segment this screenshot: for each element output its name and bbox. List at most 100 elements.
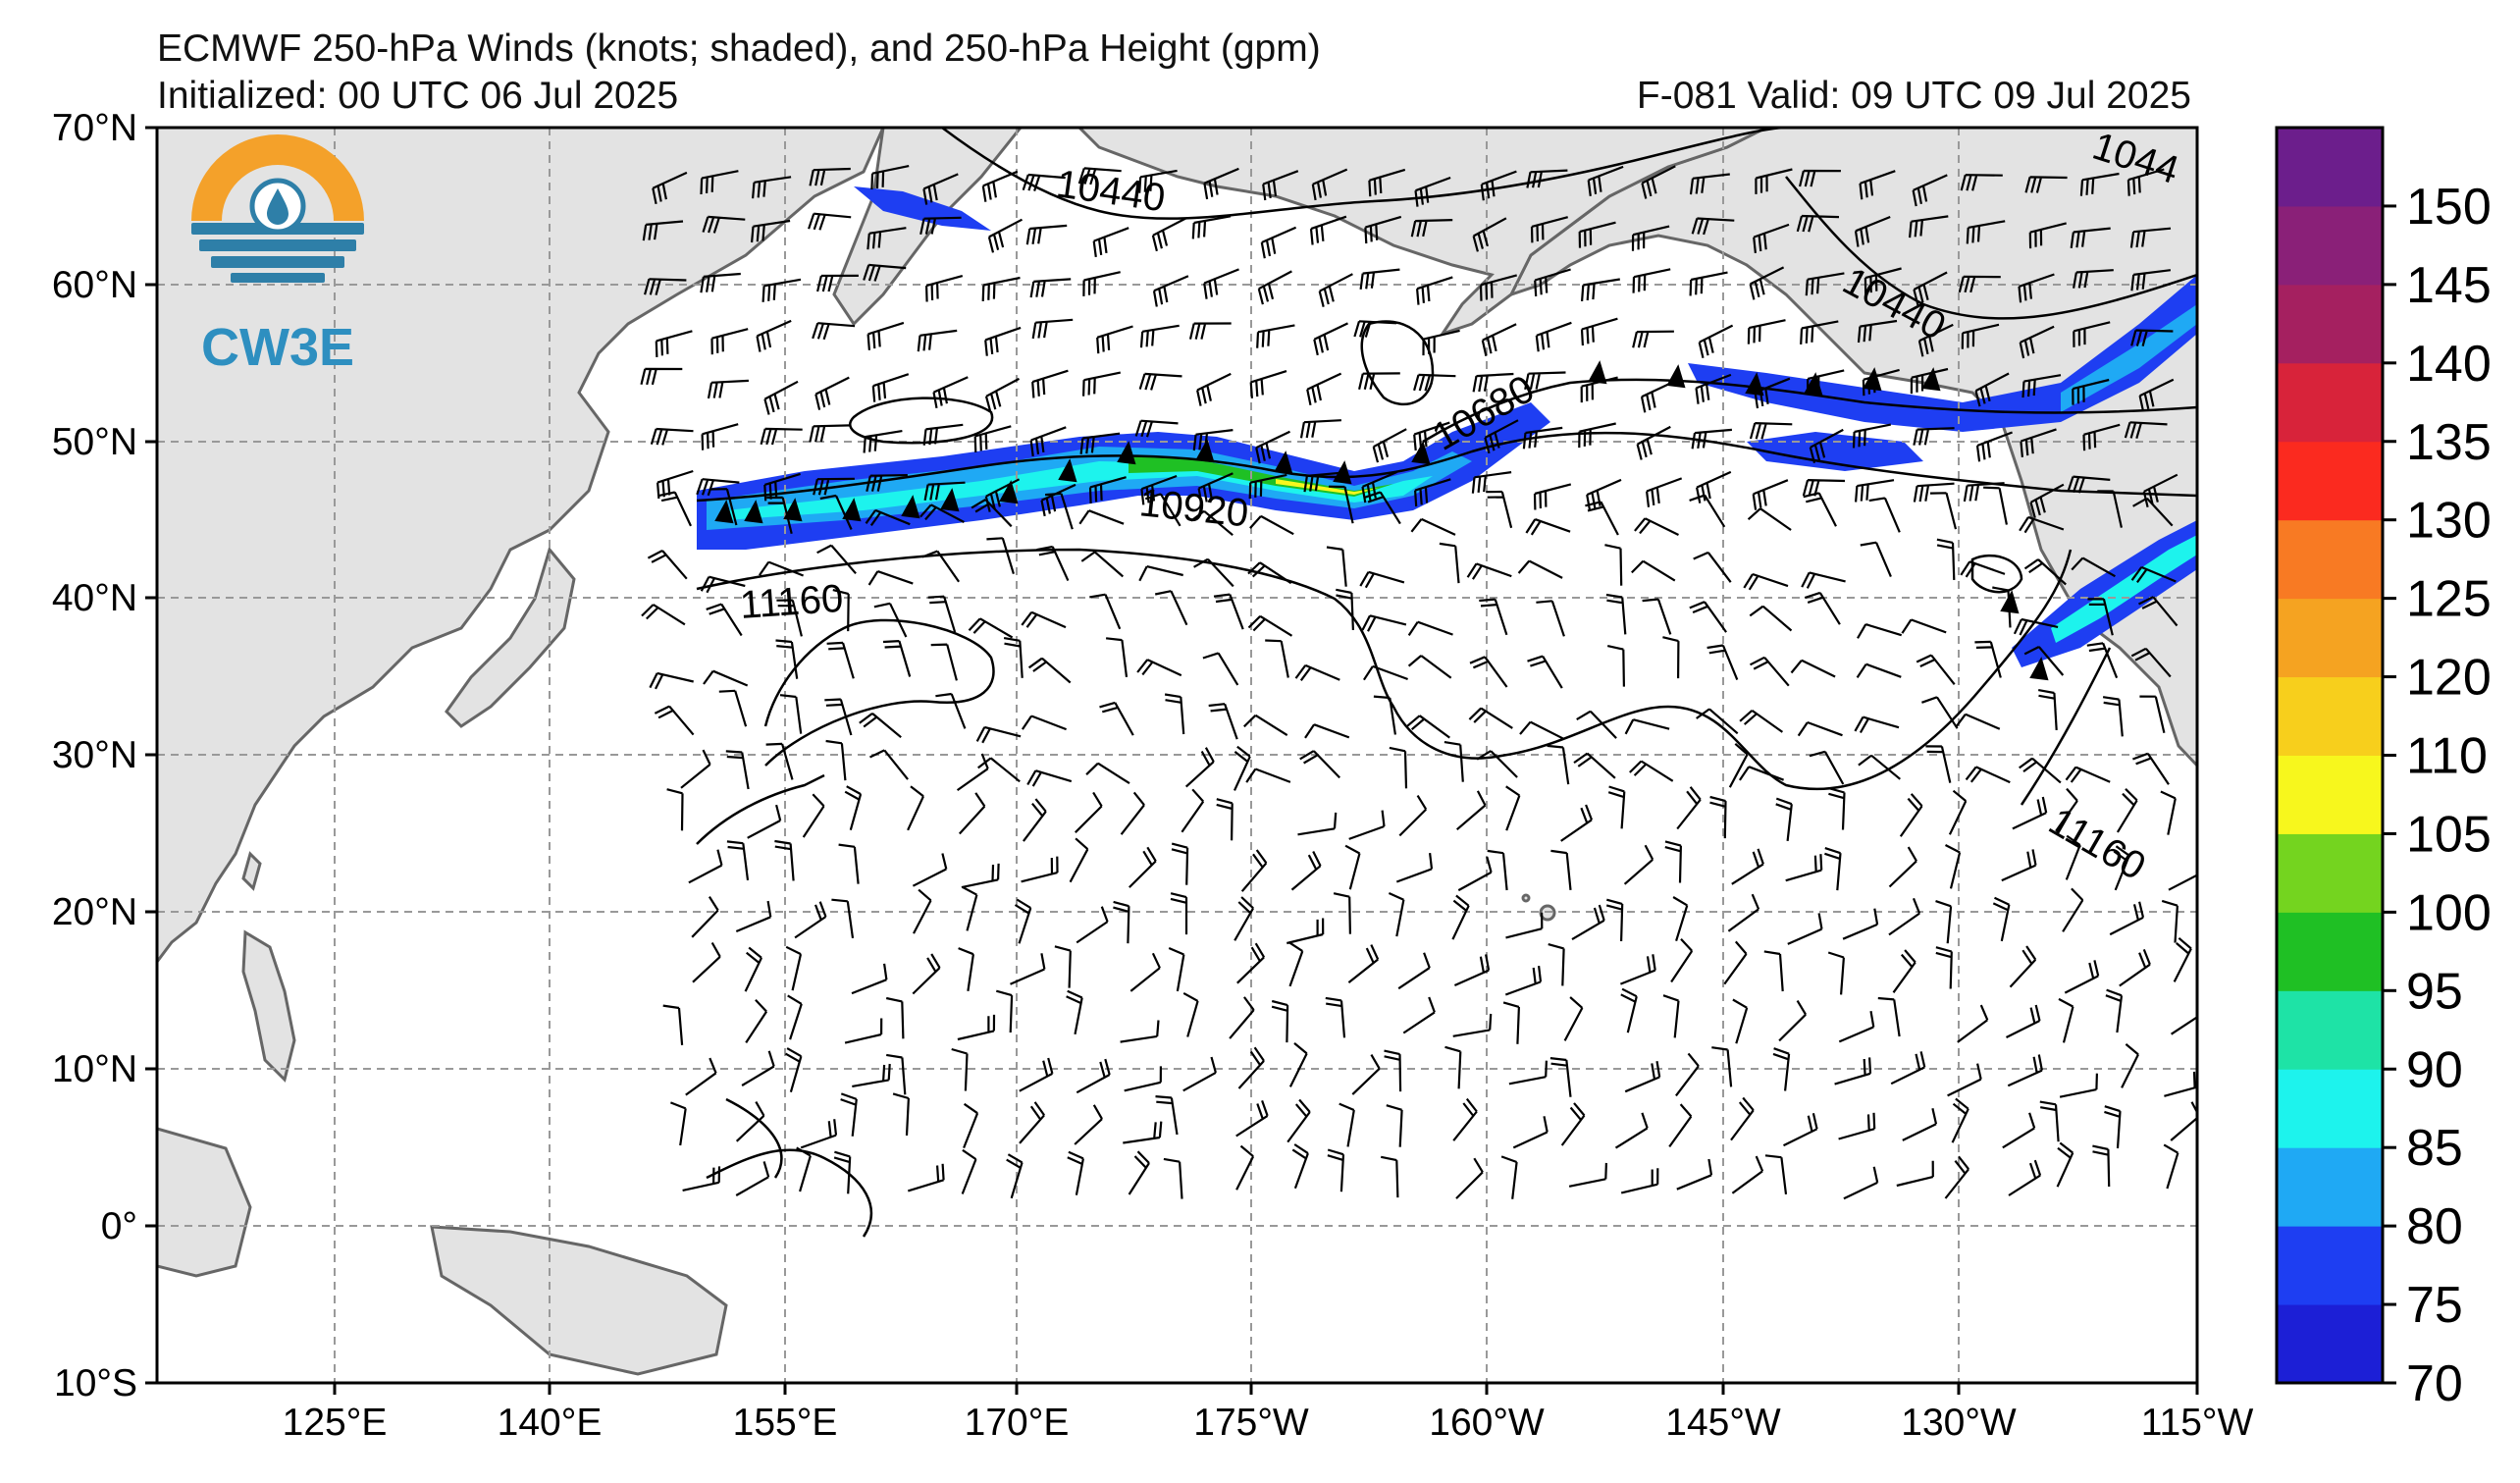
wind-barb xyxy=(885,996,905,1039)
wind-barb xyxy=(1303,471,1344,493)
wind-barb xyxy=(735,900,772,933)
wind-barb xyxy=(1502,1001,1520,1044)
wind-barb xyxy=(796,1146,812,1192)
wind-barb xyxy=(662,1004,684,1045)
wind-barb xyxy=(1045,492,1074,530)
wind-barb xyxy=(1698,324,1734,358)
wind-barb xyxy=(1743,572,1789,591)
wind-barb xyxy=(826,641,855,679)
wind-pennant-icon xyxy=(1588,360,1607,385)
wind-barb xyxy=(1191,215,1232,239)
wind-barb xyxy=(1139,324,1180,348)
lon-label: 145°W xyxy=(1665,1402,1781,1444)
logo-text: CW3E xyxy=(201,318,354,377)
wind-barb xyxy=(785,945,803,991)
wind-barb xyxy=(1471,471,1512,494)
wind-barb xyxy=(1536,600,1565,637)
wind-barb xyxy=(2164,1071,2197,1097)
wind-pennant-icon xyxy=(1274,450,1293,475)
wind-barb xyxy=(1691,217,1735,236)
wind-barb xyxy=(1333,892,1351,934)
wind-pennant-icon xyxy=(1058,458,1077,483)
wind-barb xyxy=(1304,723,1350,739)
wind-barb xyxy=(1368,168,1406,197)
wind-barb xyxy=(1233,745,1251,791)
wind-barb xyxy=(666,788,684,831)
wind-barb xyxy=(2019,515,2065,534)
wind-barb xyxy=(1525,518,1571,536)
wind-barb xyxy=(1576,710,1617,739)
wind-barb xyxy=(644,278,687,295)
wind-barb xyxy=(1216,798,1234,841)
wind-barb xyxy=(1732,998,1749,1044)
wind-barb xyxy=(1623,844,1654,885)
wind-barb xyxy=(956,753,989,791)
wind-barb xyxy=(1730,1096,1755,1141)
wind-barb xyxy=(1785,854,1823,882)
wind-barb xyxy=(745,998,768,1044)
wind-barb xyxy=(2163,1143,2179,1190)
wind-barb xyxy=(1075,791,1103,833)
wind-barb xyxy=(1422,329,1460,356)
wind-barb xyxy=(1290,851,1322,891)
wind-barb xyxy=(1136,659,1182,677)
wind-barb xyxy=(1580,317,1618,346)
lat-label: 30°N xyxy=(52,734,137,776)
wind-barb xyxy=(2086,642,2119,679)
wind-barb xyxy=(1948,789,1968,835)
wind-barb xyxy=(1892,949,1916,993)
wind-barb xyxy=(2116,788,2138,833)
wind-barb xyxy=(1021,610,1067,629)
wind-barb xyxy=(1021,715,1067,731)
wind-barb xyxy=(1975,431,2013,462)
wind-barb xyxy=(809,167,851,186)
lat-label: 40°N xyxy=(52,577,137,619)
wind-barb xyxy=(1236,942,1266,984)
wind-barb xyxy=(867,570,914,586)
lon-label: 170°E xyxy=(965,1402,1070,1444)
wind-barb xyxy=(1260,226,1297,259)
wind-barb xyxy=(2113,845,2130,891)
wind-barb xyxy=(1410,517,1456,536)
wind-barb xyxy=(1899,793,1923,837)
wind-barb xyxy=(1856,662,1902,679)
wind-barb xyxy=(1318,273,1353,307)
wind-barb xyxy=(1413,421,1450,451)
wind-barb xyxy=(1288,1042,1308,1087)
wind-barb xyxy=(907,1163,945,1192)
lat-label: 70°N xyxy=(52,107,137,149)
wind-barb xyxy=(1309,215,1347,245)
colorbar-tick-label: 75 xyxy=(2406,1277,2463,1334)
wind-barb xyxy=(1838,1112,1876,1140)
colorbar-tick-label: 110 xyxy=(2406,728,2488,785)
wind-barb xyxy=(1468,707,1513,729)
colorbar-tick-label: 125 xyxy=(2406,571,2492,628)
wind-barb xyxy=(1824,847,1842,891)
wind-barb xyxy=(1361,614,1407,632)
wind-barb xyxy=(2126,168,2165,196)
wind-barb xyxy=(702,215,746,234)
wind-barb xyxy=(1299,419,1341,439)
wind-barb xyxy=(701,423,739,450)
wind-pennant-icon xyxy=(1863,367,1882,392)
wind-barb xyxy=(1983,486,2008,525)
wind-barb xyxy=(1089,593,1122,630)
wind-barb xyxy=(744,946,762,992)
wind-barb xyxy=(1505,785,1521,831)
wind-barb xyxy=(747,804,782,839)
wind-barb xyxy=(2024,176,2068,193)
wind-barb xyxy=(1662,636,1680,679)
wind-barb xyxy=(1299,750,1340,779)
wind-barb xyxy=(1749,266,1785,300)
wind-barb xyxy=(2138,378,2175,412)
wind-barb xyxy=(1624,1061,1661,1093)
wind-barb xyxy=(923,481,966,502)
wind-barb xyxy=(1505,912,1544,939)
wind-barb xyxy=(1560,804,1594,842)
wind-pennant-icon xyxy=(2000,590,2020,614)
wind-barb xyxy=(669,1101,687,1146)
colorbar-tick-label: 95 xyxy=(2406,963,2463,1020)
wind-barb xyxy=(1585,501,1619,536)
wind-barb xyxy=(692,941,721,983)
wind-barb xyxy=(865,508,911,527)
